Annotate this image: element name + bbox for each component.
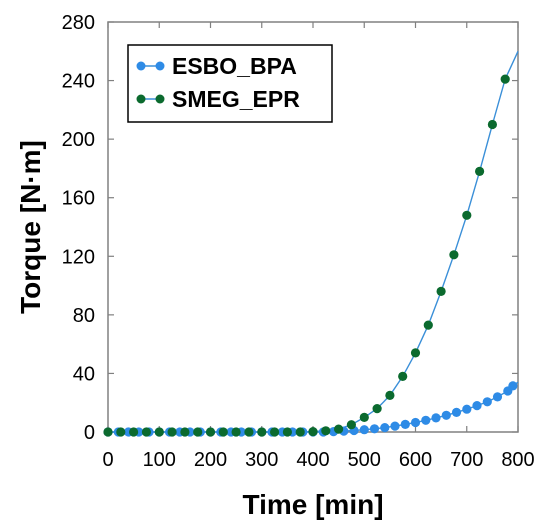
data-point-smeg-epr	[231, 427, 241, 437]
data-point-smeg-epr	[129, 427, 139, 437]
x-tick-label: 600	[399, 449, 432, 471]
data-point-smeg-epr	[244, 427, 254, 437]
y-tick-label: 240	[62, 71, 95, 93]
y-tick-label: 80	[73, 305, 95, 327]
x-tick-label: 200	[194, 449, 227, 471]
x-tick-label: 500	[348, 449, 381, 471]
data-point-smeg-epr	[116, 427, 126, 437]
data-point-smeg-epr	[475, 166, 485, 176]
y-tick-label: 280	[62, 12, 95, 34]
data-point-smeg-epr	[167, 427, 177, 437]
data-point-smeg-epr	[295, 427, 305, 437]
y-tick-label: 0	[84, 422, 95, 444]
data-point-smeg-epr	[103, 427, 113, 437]
data-point-esbo-bpa	[369, 424, 380, 434]
data-point-smeg-epr	[180, 427, 190, 437]
data-point-smeg-epr	[385, 390, 395, 400]
data-point-smeg-epr	[193, 427, 203, 437]
data-point-smeg-epr	[449, 250, 459, 260]
data-point-smeg-epr	[500, 74, 510, 84]
data-point-smeg-epr	[398, 371, 408, 381]
data-point-esbo-bpa	[400, 419, 410, 429]
data-point-smeg-epr	[462, 210, 472, 220]
data-point-esbo-bpa	[441, 410, 451, 420]
x-axis: 0 100 200 300 400 500 600 700 800	[102, 22, 535, 471]
legend: ESBO_BPA SMEG_EPR	[127, 44, 333, 123]
x-tick-label: 100	[143, 449, 176, 471]
data-point-smeg-epr	[282, 427, 292, 437]
data-point-smeg-epr	[218, 427, 228, 437]
x-tick-label: 700	[450, 449, 483, 471]
data-point-smeg-epr	[410, 348, 421, 358]
data-point-esbo-bpa	[431, 413, 441, 423]
data-point-smeg-epr	[436, 286, 446, 296]
y-tick-label: 160	[62, 188, 95, 210]
data-point-esbo-bpa	[492, 392, 503, 402]
data-point-esbo-bpa	[462, 404, 472, 414]
x-tick-label: 400	[296, 449, 329, 471]
series-layer	[103, 51, 519, 437]
data-point-esbo-bpa	[508, 381, 518, 391]
x-tick-label: 300	[245, 449, 278, 471]
data-point-smeg-epr	[334, 424, 344, 434]
data-point-smeg-epr	[487, 119, 497, 130]
data-point-smeg-epr	[141, 427, 151, 437]
x-tick-label: 800	[501, 449, 534, 471]
legend-marker-esbo-bpa	[155, 61, 165, 71]
legend-marker-smeg-epr	[136, 94, 146, 104]
data-point-smeg-epr	[372, 404, 382, 414]
data-point-esbo-bpa	[421, 415, 431, 425]
y-axis: 0 40 80 120 160 200 240 280	[62, 12, 518, 444]
data-point-esbo-bpa	[482, 397, 492, 407]
data-point-esbo-bpa	[380, 423, 390, 433]
legend-marker-esbo-bpa	[136, 61, 146, 71]
y-tick-label: 40	[73, 363, 95, 385]
data-point-esbo-bpa	[390, 421, 400, 431]
data-point-smeg-epr	[423, 320, 433, 330]
legend-marker-smeg-epr	[155, 94, 165, 104]
data-point-smeg-epr	[154, 427, 164, 437]
data-point-smeg-epr	[308, 427, 318, 437]
legend-label-esbo-bpa: ESBO_BPA	[172, 53, 297, 79]
data-point-esbo-bpa	[359, 425, 369, 435]
x-axis-title: Time [min]	[242, 489, 383, 520]
x-tick-label: 0	[102, 449, 113, 471]
data-point-esbo-bpa	[472, 401, 482, 411]
data-point-smeg-epr	[359, 412, 369, 422]
legend-label-smeg-epr: SMEG_EPR	[172, 86, 300, 112]
data-point-smeg-epr	[270, 427, 280, 437]
data-point-smeg-epr	[346, 420, 356, 430]
y-tick-label: 120	[62, 246, 95, 268]
data-point-smeg-epr	[257, 427, 267, 437]
y-tick-label: 200	[62, 129, 95, 151]
y-axis-title: Torque [N·m]	[15, 140, 46, 314]
data-point-smeg-epr	[205, 427, 216, 437]
data-point-esbo-bpa	[451, 407, 462, 417]
data-point-smeg-epr	[321, 426, 331, 436]
data-point-esbo-bpa	[410, 417, 421, 428]
legend-box	[127, 44, 333, 123]
